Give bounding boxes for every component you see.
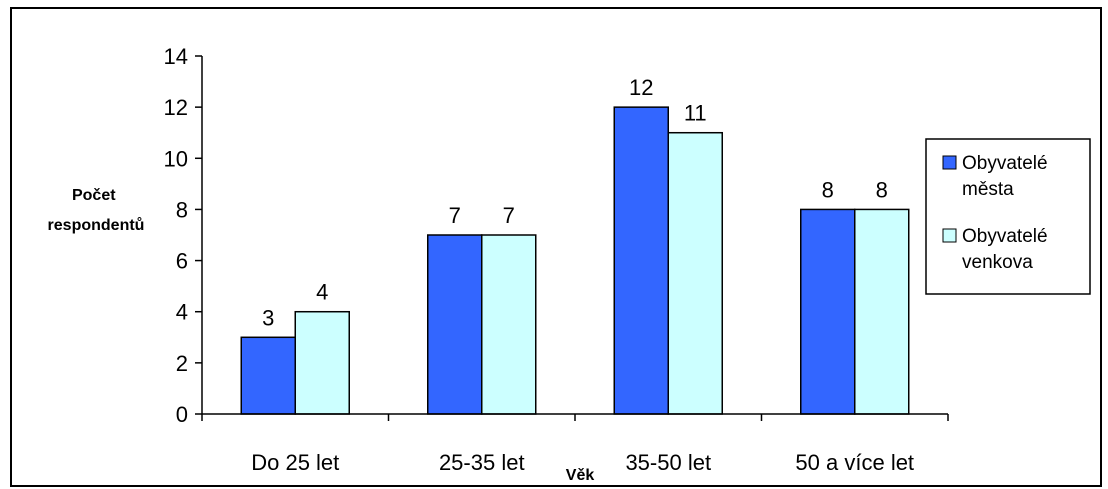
data-label: 7 [503, 203, 515, 228]
legend-label-countryside: Obyvatelé venkova [962, 226, 1053, 273]
bar [800, 208, 856, 415]
x-category-label: 50 a více let [795, 450, 914, 475]
bar [613, 106, 669, 415]
y-axis-ticks: 0 2 4 6 8 10 12 14 [164, 44, 202, 427]
data-label: 8 [876, 177, 888, 202]
legend: Obyvatelé města Obyvatelé venkova [925, 138, 1091, 295]
legend-swatch-city [942, 155, 957, 170]
y-tick-label: 14 [164, 44, 188, 69]
x-axis-title: Věk [566, 467, 595, 484]
y-tick-label: 6 [176, 249, 188, 274]
y-axis-title-line-1: Počet [72, 187, 116, 204]
y-tick-label: 10 [164, 146, 188, 171]
data-label: 7 [449, 203, 461, 228]
legend-label-countryside-line-1: Obyvatelé [962, 226, 1048, 247]
bar [667, 131, 723, 415]
legend-label-city: Obyvatelé města [962, 153, 1053, 200]
data-labels: 3 4 7 7 12 11 8 8 [262, 75, 888, 330]
data-label: 8 [822, 177, 834, 202]
bar [240, 336, 296, 415]
bar [854, 208, 910, 415]
bar [294, 310, 350, 415]
y-axis-title-line-2: respondentů [48, 217, 145, 234]
x-axis-categories: Do 25 let 25-35 let 35-50 let 50 a více let [201, 414, 949, 475]
data-label: 11 [684, 101, 707, 126]
data-label: 4 [316, 280, 328, 305]
legend-swatch-countryside [942, 228, 957, 243]
y-tick-label: 0 [176, 402, 188, 427]
y-tick-label: 2 [176, 351, 188, 376]
legend-label-city-line-1: Obyvatelé [962, 153, 1048, 174]
bar [427, 234, 483, 415]
legend-label-city-line-2: města [962, 179, 1014, 200]
x-category-label: Do 25 let [251, 450, 339, 475]
data-label: 3 [262, 305, 274, 330]
x-category-label: 25-35 let [439, 450, 525, 475]
bar [481, 234, 537, 415]
y-axis-title: Počet respondentů [48, 187, 145, 234]
chart-border [10, 7, 1102, 487]
data-label: 12 [629, 75, 653, 100]
y-tick-label: 4 [176, 300, 188, 325]
legend-label-countryside-line-2: venkova [962, 252, 1033, 273]
y-tick-label: 8 [176, 197, 188, 222]
y-tick-label: 12 [164, 95, 188, 120]
x-category-label: 35-50 let [625, 450, 711, 475]
bar-group [240, 106, 910, 415]
